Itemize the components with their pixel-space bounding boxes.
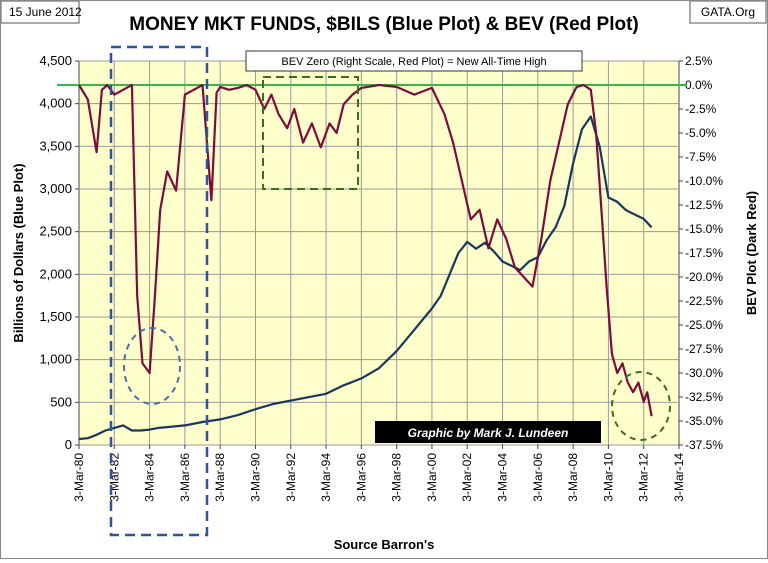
- x-tick-label: 3-Mar-04: [496, 453, 510, 502]
- y2-tick-label: -15.0%: [685, 222, 723, 236]
- x-tick-label: 3-Mar-14: [672, 453, 686, 502]
- y-tick-label: 3,500: [39, 138, 72, 153]
- x-tick-label: 3-Mar-80: [72, 453, 86, 502]
- bev-zero-note: BEV Zero (Right Scale, Red Plot) = New A…: [281, 56, 546, 68]
- y-tick-label: 2,500: [39, 224, 72, 239]
- date-box: [0, 0, 80, 24]
- bev-zero-note-box: [245, 50, 583, 72]
- x-tick-label: 3-Mar-86: [178, 453, 192, 502]
- x-tick-label: 3-Mar-94: [319, 453, 333, 502]
- y-tick-label: 500: [50, 394, 72, 409]
- y2-tick-label: -32.5%: [685, 390, 723, 404]
- x-axis-ticks: 3-Mar-80 3-Mar-82 3-Mar-84 3-Mar-86 3-Mar-88…: [72, 445, 686, 502]
- y-tick-label: 4,500: [39, 53, 72, 68]
- y-tick-label: 3,000: [39, 181, 72, 196]
- y-tick-label: 4,000: [39, 96, 72, 111]
- credit-box: [375, 421, 601, 443]
- x-tick-label: 3-Mar-92: [284, 453, 298, 502]
- y2-tick-label: -2.5%: [685, 102, 717, 116]
- x-tick-label: 3-Mar-00: [425, 453, 439, 502]
- y-axis-label: Billions of Dollars (Blue Plot): [11, 163, 26, 342]
- x-tick-label: 3-Mar-12: [637, 453, 651, 502]
- y2-tick-label: -27.5%: [685, 342, 723, 356]
- y-tick-label: 1,000: [39, 352, 72, 367]
- y2-tick-label: -20.0%: [685, 270, 723, 284]
- left-axis-ticks: 0 500 1,000 1,500 2,000 2,500 3,000 3,500 4,000 4…: [39, 53, 79, 452]
- y2-tick-label: -25.0%: [685, 318, 723, 332]
- credit-label: Graphic by Mark J. Lundeen: [408, 426, 569, 440]
- y2-tick-label: -30.0%: [685, 366, 723, 380]
- source-tag: GATA.Org: [701, 5, 755, 19]
- right-axis-ticks: 2.5% 0.0% -2.5% -5.0% -7.5% -10.0% -12.5% -15.0…: [679, 54, 723, 452]
- y-tick-label: 2,000: [39, 266, 72, 281]
- bev-line: [78, 83, 653, 417]
- y2-axis-label: BEV Plot (Dark Red): [744, 191, 759, 315]
- plot-area: [78, 60, 680, 446]
- highlight-circle-2012: [611, 371, 671, 441]
- y2-tick-label: -5.0%: [685, 126, 717, 140]
- highlight-box-1980s: [109, 45, 209, 537]
- x-axis-label: Source Barron's: [334, 537, 435, 552]
- highlight-box-1990s: [262, 76, 359, 190]
- x-tick-label: 3-Mar-96: [354, 453, 368, 502]
- x-tick-label: 3-Mar-90: [248, 453, 262, 502]
- x-tick-label: 3-Mar-98: [390, 453, 404, 502]
- x-tick-label: 3-Mar-02: [460, 453, 474, 502]
- y2-tick-label: 0.0%: [685, 78, 713, 92]
- y2-tick-label: -35.0%: [685, 414, 723, 428]
- highlight-circle-1984: [123, 327, 181, 405]
- y2-tick-label: -10.0%: [685, 174, 723, 188]
- date-label: 15 June 2012: [9, 5, 82, 19]
- y2-tick-label: -37.5%: [685, 438, 723, 452]
- x-tick-label: 3-Mar-08: [566, 453, 580, 502]
- y2-tick-label: -7.5%: [685, 150, 717, 164]
- y-tick-label: 1,500: [39, 309, 72, 324]
- x-tick-label: 3-Mar-84: [143, 453, 157, 502]
- money-market-funds-line: [78, 115, 653, 441]
- y2-tick-label: -17.5%: [685, 246, 723, 260]
- x-tick-label: 3-Mar-06: [531, 453, 545, 502]
- y2-tick-label: 2.5%: [685, 54, 713, 68]
- x-tick-label: 3-Mar-88: [213, 453, 227, 502]
- y-tick-label: 0: [65, 437, 72, 452]
- y2-tick-label: -12.5%: [685, 198, 723, 212]
- source-tag-box: [689, 0, 767, 24]
- y2-tick-label: -22.5%: [685, 294, 723, 308]
- chart-title: MONEY MKT FUNDS, $BILS (Blue Plot) & BEV…: [129, 14, 639, 35]
- x-tick-label: 3-Mar-10: [601, 453, 615, 502]
- x-tick-label: 3-Mar-82: [107, 453, 121, 502]
